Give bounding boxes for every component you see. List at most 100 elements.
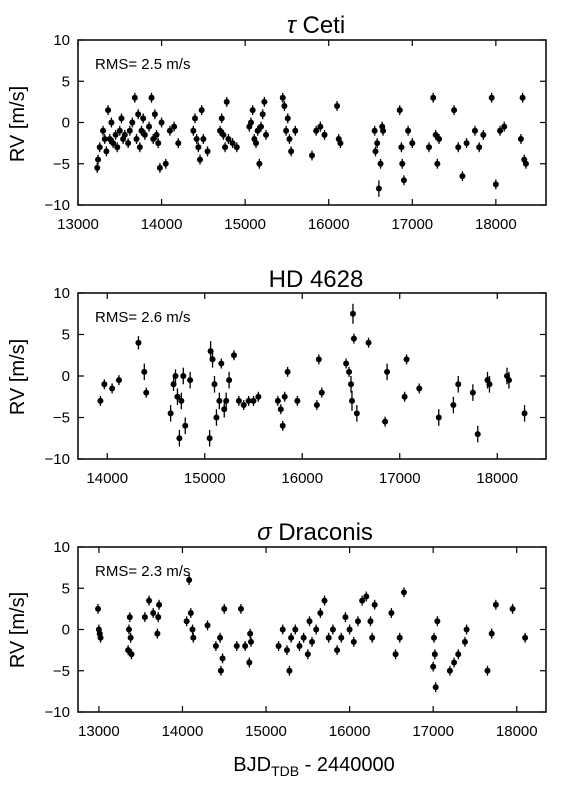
x-tick-label: 18000 bbox=[476, 470, 518, 487]
data-point bbox=[101, 381, 108, 388]
data-point bbox=[198, 107, 205, 114]
data-point bbox=[486, 381, 493, 388]
data-point bbox=[129, 119, 136, 126]
rms-annotation: RMS= 2.6 m/s bbox=[95, 309, 190, 326]
x-tick-label: 13000 bbox=[78, 723, 120, 740]
data-point bbox=[118, 115, 125, 122]
y-tick-label: 10 bbox=[53, 32, 70, 49]
x-tick-label: 14000 bbox=[162, 723, 204, 740]
data-point bbox=[97, 397, 104, 404]
data-point bbox=[176, 435, 183, 442]
x-tick-label: 16000 bbox=[281, 470, 323, 487]
data-point bbox=[254, 127, 261, 134]
data-point bbox=[346, 368, 353, 375]
x-tick-label: 15000 bbox=[184, 470, 226, 487]
x-tick-label: 17000 bbox=[391, 216, 433, 233]
data-point bbox=[220, 131, 227, 138]
data-point bbox=[388, 610, 395, 616]
data-point bbox=[162, 160, 169, 167]
data-point bbox=[451, 659, 458, 666]
data-point bbox=[371, 127, 378, 134]
data-point bbox=[166, 127, 173, 134]
data-point bbox=[480, 131, 487, 138]
data-point bbox=[103, 148, 110, 155]
data-point bbox=[125, 626, 132, 633]
panel-title: σ Draconis bbox=[257, 519, 373, 546]
data-point bbox=[141, 131, 148, 138]
data-point bbox=[240, 402, 247, 409]
data-point bbox=[135, 111, 142, 118]
data-point bbox=[342, 614, 349, 621]
data-point bbox=[195, 144, 202, 151]
x-tick-label: 17000 bbox=[412, 723, 454, 740]
data-point bbox=[431, 634, 438, 641]
data-point bbox=[318, 389, 325, 396]
data-point bbox=[136, 144, 143, 151]
data-point bbox=[283, 127, 290, 134]
data-point bbox=[109, 385, 116, 392]
data-point bbox=[156, 164, 163, 171]
y-tick-label: 5 bbox=[62, 73, 70, 90]
x-tick-label: 16000 bbox=[308, 216, 350, 233]
data-point bbox=[492, 181, 499, 188]
y-tick-label: −5 bbox=[53, 410, 70, 427]
data-point bbox=[96, 144, 103, 151]
data-point bbox=[217, 634, 224, 641]
data-point bbox=[286, 667, 293, 674]
data-point bbox=[148, 94, 155, 101]
data-point bbox=[151, 111, 158, 118]
data-point bbox=[237, 605, 244, 612]
data-point bbox=[146, 597, 153, 604]
data-point bbox=[294, 397, 301, 404]
data-point bbox=[150, 610, 157, 616]
data-point bbox=[233, 144, 240, 151]
rms-annotation: RMS= 2.3 m/s bbox=[95, 563, 190, 580]
data-point bbox=[522, 160, 529, 167]
data-point bbox=[396, 634, 403, 641]
data-point bbox=[400, 589, 407, 596]
y-axis-label: RV [m/s] bbox=[7, 86, 29, 162]
data-point bbox=[292, 127, 299, 134]
data-point bbox=[434, 618, 441, 625]
y-tick-label: −10 bbox=[45, 451, 70, 468]
data-point bbox=[519, 94, 526, 101]
data-point bbox=[334, 647, 341, 654]
rms-annotation: RMS= 2.5 m/s bbox=[95, 56, 190, 73]
data-point bbox=[193, 136, 200, 142]
data-point bbox=[186, 577, 193, 583]
y-tick-label: −5 bbox=[53, 156, 70, 173]
data-point bbox=[274, 397, 281, 404]
data-point bbox=[455, 651, 462, 658]
data-point bbox=[348, 381, 354, 388]
data-point bbox=[247, 638, 254, 645]
data-point bbox=[517, 136, 524, 142]
data-point bbox=[426, 144, 432, 151]
data-point bbox=[206, 435, 213, 442]
data-point bbox=[509, 605, 516, 612]
data-point bbox=[359, 597, 366, 604]
data-point bbox=[235, 397, 242, 404]
plot-area: 14000 15000 16000 17000 18000 −10 −5 0 5 10 bbox=[45, 285, 547, 487]
data-point bbox=[141, 614, 148, 621]
data-point bbox=[279, 94, 286, 101]
data-point bbox=[212, 643, 219, 649]
data-point bbox=[321, 597, 328, 604]
data-point bbox=[377, 160, 384, 167]
data-point bbox=[363, 593, 370, 600]
data-point bbox=[317, 123, 324, 130]
data-point bbox=[250, 397, 257, 404]
data-point bbox=[501, 123, 508, 130]
x-tick-label: 15000 bbox=[245, 723, 287, 740]
data-point bbox=[126, 614, 133, 621]
data-point bbox=[125, 647, 132, 654]
panel-sigma-draconis: σ Draconis RMS= 2.3 m/s RV [m/s] 13000 14… bbox=[7, 519, 547, 740]
data-point bbox=[279, 626, 286, 633]
data-point bbox=[455, 144, 462, 151]
y-axis-label: RV [m/s] bbox=[7, 339, 29, 415]
data-point bbox=[110, 140, 117, 147]
data-point bbox=[337, 140, 344, 147]
data-point bbox=[398, 144, 405, 151]
data-point bbox=[451, 107, 458, 114]
plot-area: 13000 14000 15000 16000 17000 18000 −10 −5 0 5 10 bbox=[45, 32, 547, 233]
panel-title: HD 4628 bbox=[269, 266, 364, 293]
